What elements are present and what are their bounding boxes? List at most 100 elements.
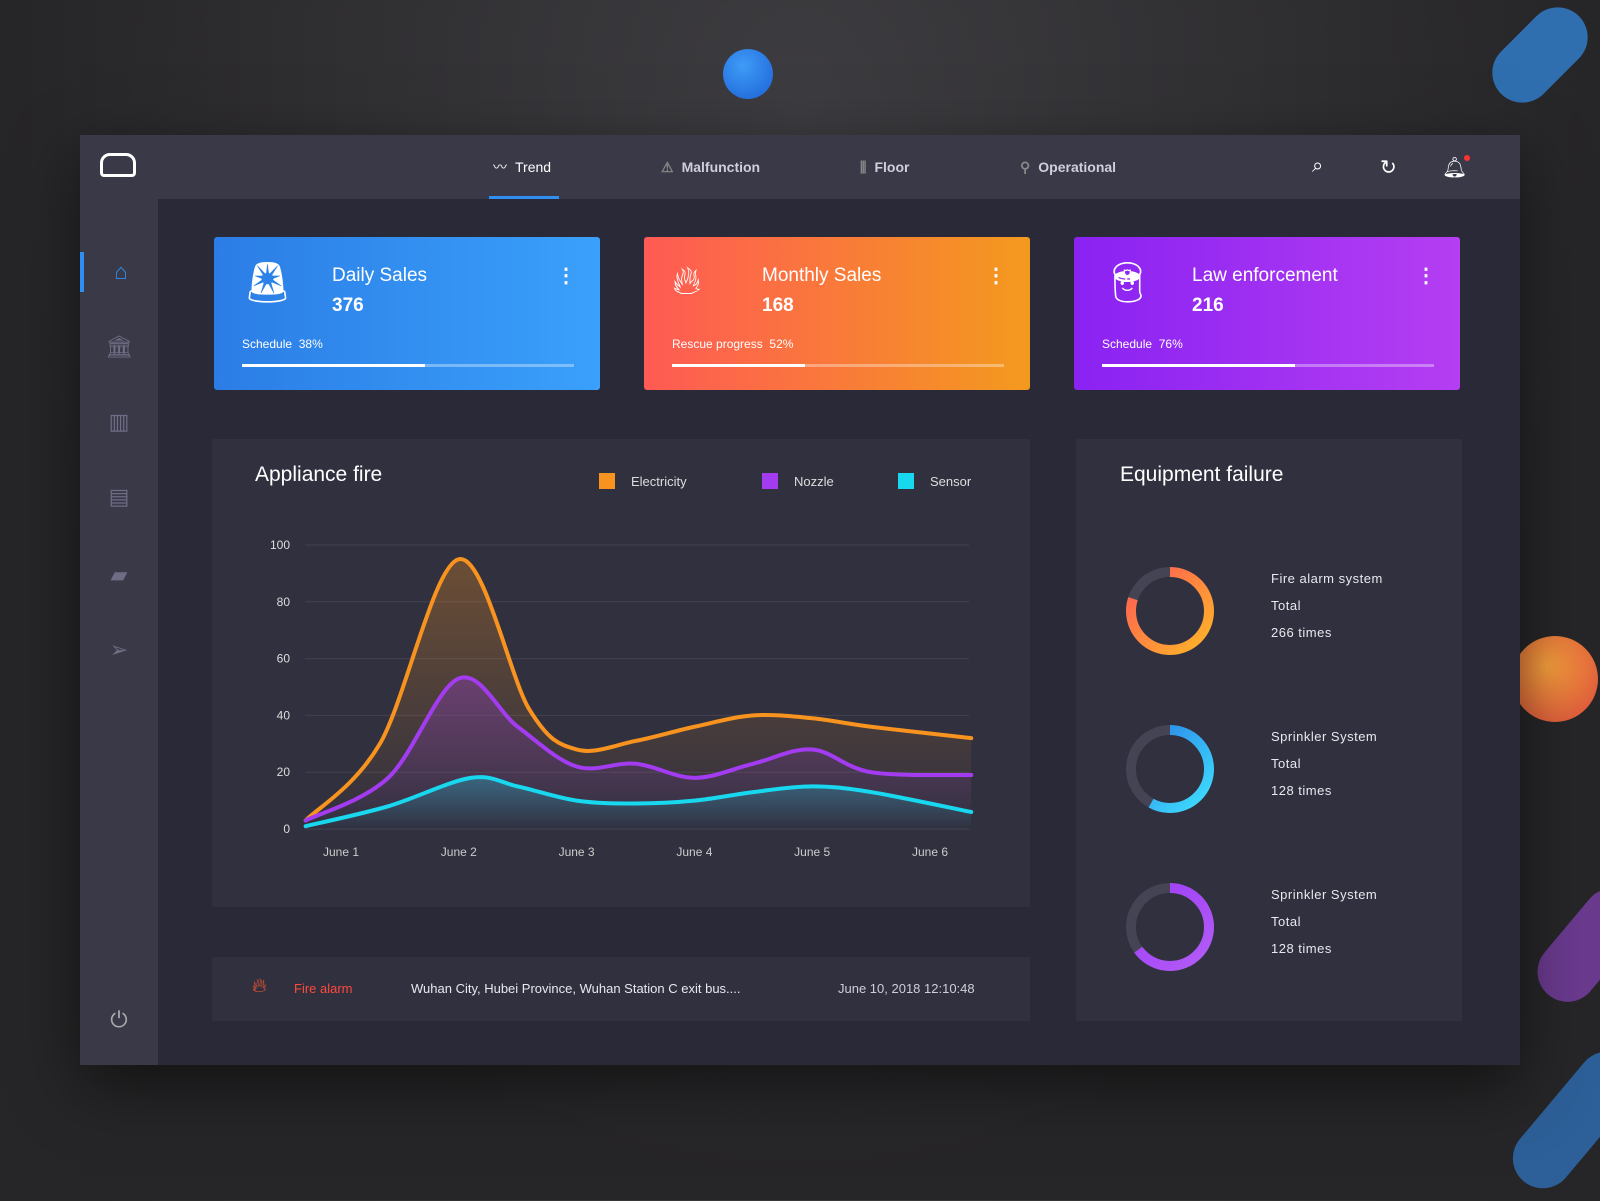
progress-fill — [1102, 364, 1295, 367]
floor-icon: ⫼ — [860, 158, 867, 175]
legend-label: Electricity — [631, 473, 687, 489]
tab-malfunction[interactable]: ⚠ Malfunction — [661, 135, 760, 199]
equipment-text: Sprinkler System Total 128 times — [1271, 881, 1377, 962]
y-tick-label: 60 — [277, 652, 291, 666]
stat-card[interactable]: 🚨︎ Daily Sales 376 ⋮ Schedule 38% — [214, 237, 600, 390]
tab-trend[interactable]: 〰 Trend — [488, 135, 560, 199]
x-tick-label: June 5 — [794, 845, 830, 859]
bank-icon: 🏛 — [105, 334, 133, 359]
trend-icon: 〰 — [493, 159, 507, 175]
more-menu-icon[interactable]: ⋮ — [556, 265, 576, 287]
alarm-row[interactable]: 🔥︎ Fire alarm Wuhan City, Hubei Province… — [212, 957, 1030, 1021]
x-tick-label: June 3 — [559, 845, 595, 859]
decor-blue-dot — [723, 49, 773, 99]
progress-text: Schedule 38% — [242, 337, 323, 351]
equipment-text: Fire alarm system Total 266 times — [1271, 565, 1383, 646]
equipment-name: Fire alarm system — [1271, 571, 1383, 586]
card-title: Daily Sales — [332, 265, 428, 286]
power-icon: ⏻ — [110, 1007, 128, 1032]
sidebar-item-bank[interactable]: 🏛 — [80, 327, 158, 367]
logo-icon — [100, 153, 136, 177]
stat-card[interactable]: 👮︎ Law enforcement 216 ⋮ Schedule 76% — [1074, 237, 1460, 390]
window-icon: ▤ — [108, 484, 130, 509]
card-value: 376 — [332, 295, 364, 316]
dashboard-window: ⌂ 🏛 ▥ ▤ ▰ ➢ ⏻ 〰 Trend ⚠ Malfunction ⫼ Floor… — [80, 135, 1520, 1065]
appliance-fire-panel: Appliance fire Electricity Nozzle Sensor… — [212, 439, 1030, 907]
progress-bar — [242, 364, 574, 367]
series-line-electricity — [303, 557, 974, 823]
sidebar-item-send[interactable]: ➢ — [80, 630, 158, 670]
tab-operational[interactable]: ⚲ Operational — [1020, 135, 1116, 199]
search-icon[interactable]: ⌕ — [1312, 155, 1324, 177]
card-value: 168 — [762, 295, 794, 316]
total-label: Total — [1271, 756, 1301, 771]
y-tick-label: 20 — [277, 765, 291, 779]
tab-label: Operational — [1038, 159, 1117, 175]
equipment-count: 128 times — [1271, 783, 1332, 798]
notification-dot — [1464, 155, 1471, 161]
home-icon: ⌂ — [114, 259, 128, 284]
progress-label: Rescue progress — [672, 337, 763, 351]
progress-fill — [672, 364, 805, 367]
send-icon: ➢ — [109, 637, 129, 662]
progress-percent: 76% — [1158, 337, 1183, 351]
equipment-item: Sprinkler System Total 128 times — [1124, 881, 1424, 981]
legend-label: Nozzle — [794, 473, 834, 489]
bell-icon[interactable]: 🔔︎ — [1442, 155, 1471, 180]
alarm-type: Fire alarm — [294, 981, 353, 996]
y-tick-label: 100 — [270, 538, 290, 552]
fire-icon: 🔥︎ — [252, 975, 267, 997]
chat-icon: ▰ — [110, 562, 128, 587]
alarm-location: Wuhan City, Hubei Province, Wuhan Statio… — [411, 981, 741, 996]
legend-nozzle: Nozzle — [762, 473, 834, 489]
series-line-nozzle — [303, 675, 974, 823]
equipment-count: 266 times — [1271, 625, 1332, 640]
ring-value — [1126, 725, 1214, 813]
progress-fill — [242, 364, 425, 367]
progress-percent: 52% — [769, 337, 794, 351]
donut-ring — [1126, 883, 1214, 971]
alarm-light-icon: 🚨︎ — [242, 261, 293, 305]
total-label: Total — [1271, 598, 1301, 613]
location-icon: ⚲ — [1020, 158, 1031, 175]
refresh-icon[interactable]: ↻ — [1380, 157, 1397, 179]
more-menu-icon[interactable]: ⋮ — [1416, 265, 1436, 287]
line-chart: 0 20 40 60 80 100 June 1 June 2 June 3 June 4 June… — [270, 538, 974, 859]
equipment-count: 128 times — [1271, 941, 1332, 956]
sidebar-item-chat[interactable]: ▰ — [80, 555, 158, 595]
ring-value — [1126, 883, 1214, 971]
sidebar-item-chart[interactable]: ▥ — [80, 402, 158, 442]
tab-floor[interactable]: ⫼ Floor — [860, 135, 909, 199]
x-tick-label: June 2 — [441, 845, 477, 859]
tab-label: Floor — [874, 159, 910, 175]
fire-icon: 🔥︎ — [672, 259, 702, 303]
series-line-sensor — [303, 775, 974, 829]
equipment-failure-panel: Equipment failure Fire alarm system Total… — [1076, 439, 1462, 1021]
more-menu-icon[interactable]: ⋮ — [986, 265, 1006, 287]
progress-label: Schedule — [242, 337, 293, 351]
decor-stripe — [1479, 0, 1600, 116]
equipment-item: Fire alarm system Total 266 times — [1124, 565, 1424, 665]
x-tick-label: June 1 — [323, 845, 359, 859]
decor-stripe — [1525, 875, 1600, 1015]
warning-icon: ⚠ — [661, 158, 674, 175]
decor-orange-ball — [1512, 636, 1598, 722]
legend-electricity: Electricity — [599, 473, 687, 489]
alarm-time: June 10, 2018 12:10:48 — [838, 981, 975, 996]
equipment-name: Sprinkler System — [1271, 729, 1378, 744]
equipment-text: Sprinkler System Total 128 times — [1271, 723, 1377, 804]
y-tick-label: 80 — [277, 595, 291, 609]
sidebar-item-window[interactable]: ▤ — [80, 477, 158, 517]
series-area-sensor — [305, 777, 972, 829]
legend-sensor: Sensor — [898, 473, 971, 489]
ring-value — [1126, 567, 1214, 655]
card-title: Law enforcement — [1192, 265, 1338, 286]
power-button[interactable]: ⏻ — [80, 1000, 158, 1040]
stat-card[interactable]: 🔥︎ Monthly Sales 168 ⋮ Rescue progress 5… — [644, 237, 1030, 390]
x-tick-label: June 6 — [912, 845, 948, 859]
sidebar-item-home[interactable]: ⌂ — [80, 252, 158, 292]
top-nav: 〰 Trend ⚠ Malfunction ⫼ Floor ⚲ Operational … — [158, 135, 1520, 199]
progress-text: Schedule 76% — [1102, 337, 1183, 351]
police-cap-icon: 👮︎ — [1102, 261, 1153, 305]
progress-text: Rescue progress 52% — [672, 337, 793, 351]
